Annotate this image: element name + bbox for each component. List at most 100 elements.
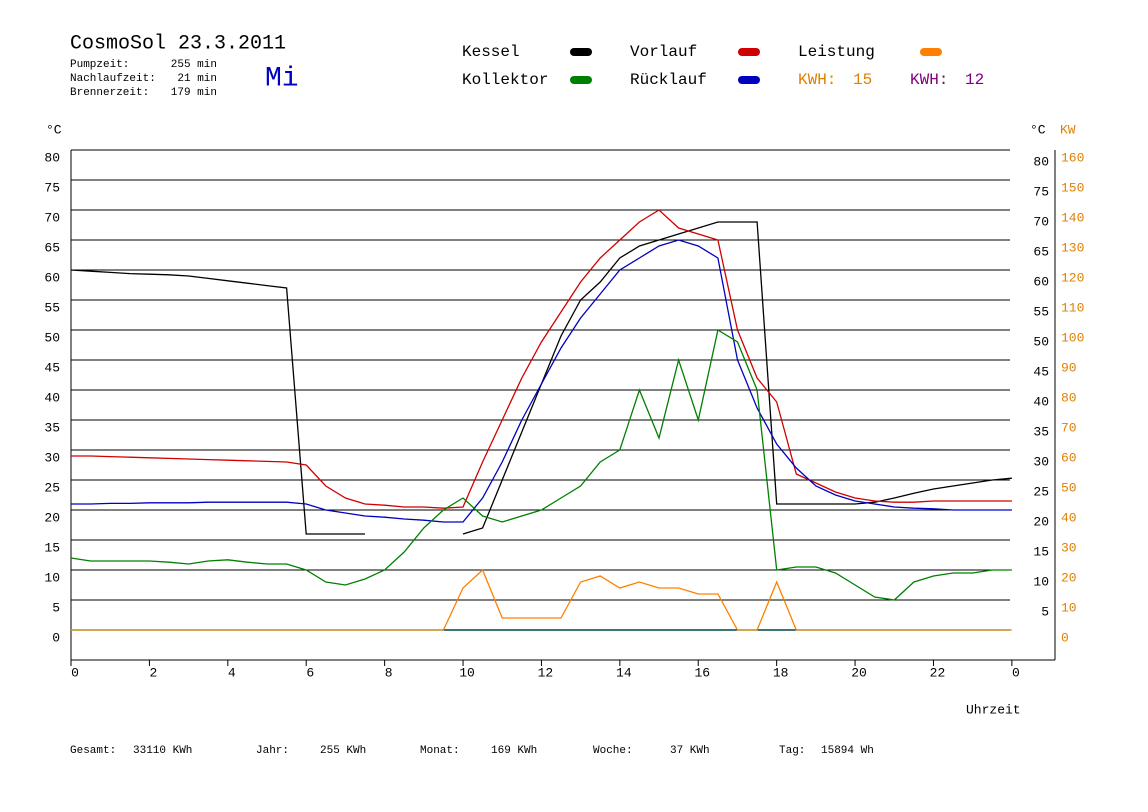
y2-tick-label: 100 [1061,330,1084,345]
y-tick-label-right: 20 [1033,514,1049,529]
y-tick-label-right: 55 [1033,304,1049,319]
y-tick-label: 30 [44,450,60,465]
legend-label: Kessel [462,43,520,61]
legend-swatch [920,48,942,56]
y-tick-label-right: 80 [1033,154,1049,169]
y2-tick-label: 70 [1061,420,1077,435]
legend-label: Vorlauf [630,43,697,61]
x-tick-label: 10 [459,665,475,680]
y2-tick-label: 10 [1061,600,1077,615]
x-tick-label: 20 [851,665,867,680]
x-tick-label: 0 [71,665,79,680]
y2-tick-label: 80 [1061,390,1077,405]
series-line [71,568,1012,631]
kwh-label: KWH: [910,71,948,89]
legend-label: Leistung [798,43,875,61]
y-tick-label: 5 [52,600,60,615]
weekday: Mi [265,63,299,94]
y2-tick-label: 0 [1061,630,1069,645]
y-tick-label-right: 45 [1033,364,1049,379]
y-tick-label: 50 [44,330,60,345]
footer-value: 169 KWh [491,745,537,757]
y2-tick-label: 160 [1061,150,1084,165]
footer-value: 33110 KWh [133,745,192,757]
y2-tick-label: 150 [1061,180,1084,195]
y-tick-label: 55 [44,300,60,315]
y-tick-label-right: 60 [1033,274,1049,289]
kwh-label: KWH: [798,71,836,89]
y-tick-label-right: 40 [1033,394,1049,409]
y-tick-label-right: 75 [1033,184,1049,199]
kwh-value: 15 [853,71,872,89]
legend-swatch [738,76,760,84]
info-label: Brennerzeit: [70,87,149,99]
footer-label: Monat: [420,745,460,757]
y-tick-label-right: 35 [1033,424,1049,439]
x-tick-label: 14 [616,665,632,680]
info-value: 21 min [177,73,217,85]
x-tick-label: 8 [385,665,393,680]
footer-label: Tag: [779,745,805,757]
y-tick-label-right: 10 [1033,574,1049,589]
legend-swatch [570,48,592,56]
y2-axis-label: KW [1060,122,1076,137]
x-tick-label: 0 [1012,665,1020,680]
y-tick-label: 15 [44,540,60,555]
y-tick-label-right: 5 [1041,604,1049,619]
info-value: 179 min [171,87,217,99]
legend-label: Kollektor [462,71,548,89]
y-tick-label: 35 [44,420,60,435]
y2-tick-label: 60 [1061,450,1077,465]
y-tick-label: 20 [44,510,60,525]
y2-tick-label: 50 [1061,480,1077,495]
x-tick-label: 16 [694,665,710,680]
y-tick-label: 70 [44,210,60,225]
chart-title: CosmoSol 23.3.2011 [70,32,286,55]
series-line [70,221,1012,535]
footer-label: Woche: [593,745,633,757]
y2-tick-label: 20 [1061,570,1077,585]
y2-tick-label: 110 [1061,300,1084,315]
series-line [71,239,1012,523]
y2-tick-label: 30 [1061,540,1077,555]
y-axis-label: °C [46,122,62,137]
footer-label: Jahr: [256,745,289,757]
y2-tick-label: 140 [1061,210,1084,225]
kwh-value: 12 [965,71,984,89]
info-label: Nachlaufzeit: [70,73,156,85]
info-label: Pumpzeit: [70,59,129,71]
y-tick-label: 0 [52,630,60,645]
legend-swatch [738,48,760,56]
x-tick-label: 4 [228,665,236,680]
y-tick-label-right: 15 [1033,544,1049,559]
y2-tick-label: 130 [1061,240,1084,255]
x-tick-label: 12 [538,665,554,680]
x-tick-label: 2 [150,665,158,680]
y-tick-label: 40 [44,390,60,405]
y-tick-label: 80 [44,150,60,165]
y-tick-label: 75 [44,180,60,195]
x-tick-label: 22 [930,665,946,680]
y-tick-label: 60 [44,270,60,285]
y-tick-label: 25 [44,480,60,495]
y-axis-label-right: °C [1030,122,1046,137]
legend-label: Rücklauf [630,71,707,89]
footer-value: 15894 Wh [821,745,874,757]
y-tick-label: 65 [44,240,60,255]
y2-tick-label: 40 [1061,510,1077,525]
series-line [71,209,1012,509]
footer-label: Gesamt: [70,745,116,757]
x-tick-label: 18 [773,665,789,680]
legend-swatch [570,76,592,84]
footer-value: 37 KWh [670,745,710,757]
y2-tick-label: 90 [1061,360,1077,375]
x-tick-label: 6 [306,665,314,680]
y2-tick-label: 120 [1061,270,1084,285]
info-value: 255 min [171,59,217,71]
x-axis-label: Uhrzeit [966,702,1021,717]
y-tick-label-right: 70 [1033,214,1049,229]
y-tick-label-right: 25 [1033,484,1049,499]
